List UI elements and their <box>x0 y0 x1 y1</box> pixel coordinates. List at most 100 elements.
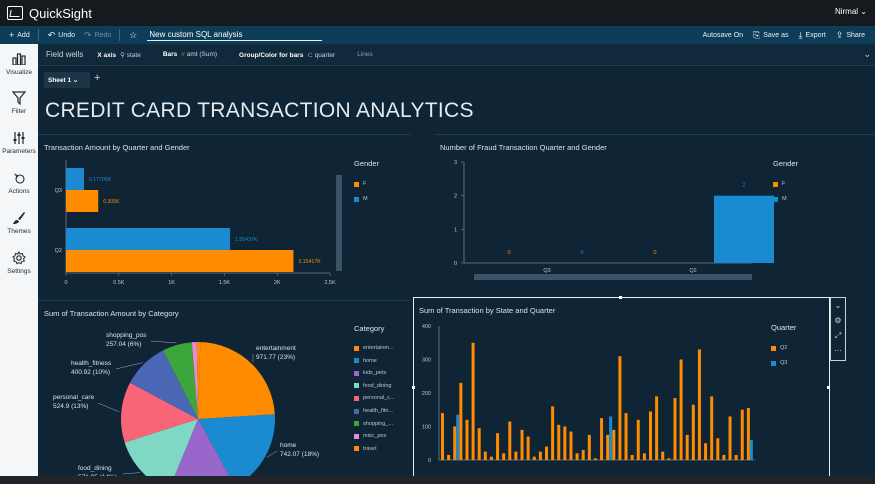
xaxis-well[interactable]: X axis ⚲ state <box>97 51 140 59</box>
bar-q2-state-31 <box>630 454 634 460</box>
analysis-title-input[interactable] <box>147 29 323 41</box>
sidebar-item-visualize[interactable]: Visualize <box>0 52 38 76</box>
brush-icon <box>0 211 38 228</box>
sidebar-label-actions: Actions <box>8 188 30 195</box>
legend-item-7[interactable]: misc_pos <box>354 433 386 439</box>
visual-title: Number of Fraud Transaction Quarter and … <box>440 143 607 152</box>
legend-swatch <box>354 446 359 452</box>
pie-slice-health-fitness <box>130 350 198 419</box>
add-sheet-button[interactable]: + <box>94 72 101 84</box>
visual-amount-by-category[interactable]: Sum of Transaction Amount by Category en… <box>38 300 410 479</box>
bars-well[interactable]: Bars # amt (Sum) <box>163 51 217 58</box>
location-icon: ⚲ <box>120 51 127 59</box>
x-tick-label: 0.5K <box>113 280 125 286</box>
sidebar-item-parameters[interactable]: Parameters <box>0 131 38 155</box>
category-label: Q3 <box>55 188 62 194</box>
sheet-tab-1[interactable]: Sheet 1 ⌄ <box>44 72 90 88</box>
leader-line <box>97 402 120 413</box>
sidebar-label-parameters: Parameters <box>2 148 36 155</box>
export-label: Export <box>805 31 826 39</box>
resize-handle[interactable] <box>619 296 622 299</box>
add-button[interactable]: + Add <box>9 30 30 40</box>
bar-q2-state-11 <box>508 421 512 460</box>
resize-handle[interactable] <box>827 386 830 389</box>
chevron-down-icon[interactable]: ⌄ <box>834 301 842 310</box>
sidebar-item-themes[interactable]: Themes <box>0 211 38 235</box>
lines-well[interactable]: Lines <box>357 51 373 58</box>
bar-q2-state-5 <box>471 342 475 460</box>
legend-swatch <box>771 345 776 351</box>
bar-q2-state-9 <box>496 433 500 460</box>
legend-item-f[interactable]: F <box>773 181 785 187</box>
filter-icon <box>0 91 38 108</box>
x-tick-label: 2K <box>274 280 281 286</box>
save-as-button[interactable]: ⎘ Save as <box>753 30 789 41</box>
visual-transaction-by-state-quarter[interactable]: Sum of Transaction by State and Quarter … <box>413 298 829 478</box>
expand-icon[interactable]: ⤢ <box>834 331 842 340</box>
group-well[interactable]: Group/Color for bars ⊂ quarter <box>239 51 335 59</box>
pie-slice-shopping-pos <box>163 342 198 419</box>
x-tick-label: 2.5K <box>324 280 336 286</box>
field-wells-label[interactable]: Field wells <box>46 50 84 59</box>
collapse-chevron-icon[interactable]: ⌄ <box>863 49 871 59</box>
legend-item-2[interactable]: kids_pets <box>354 370 386 376</box>
legend-item-8[interactable]: travel <box>354 446 376 452</box>
legend-item-q3[interactable]: Q3 <box>771 360 787 366</box>
slice-value: 257.04 (6%) <box>106 341 141 348</box>
pie-slice-misc-pos <box>191 342 198 419</box>
resize-handle[interactable] <box>412 386 415 389</box>
legend-item-m[interactable]: M <box>354 196 368 202</box>
y-tick-label: 2 <box>454 194 457 200</box>
legend-item-3[interactable]: food_dining <box>354 383 391 389</box>
legend-item-4[interactable]: personal_c... <box>354 395 395 401</box>
bar-q2-state-7 <box>483 451 487 460</box>
legend-swatch <box>354 395 359 401</box>
bar-q2-state-13 <box>520 429 524 460</box>
bar-q3-state-2 <box>456 414 460 460</box>
x-tick-label: 1K <box>168 280 175 286</box>
legend-item-6[interactable]: shopping_... <box>354 421 393 427</box>
sidebar-item-actions[interactable]: Actions <box>0 171 38 195</box>
legend-item-1[interactable]: home <box>354 358 377 364</box>
legend-label: Q2 <box>780 345 788 351</box>
sidebar-label-filter: Filter <box>11 108 27 115</box>
app-logo[interactable]: QuickSight <box>7 6 92 21</box>
bar-q2-state-33 <box>642 453 646 460</box>
data-label: 0.17705K <box>89 177 112 183</box>
legend-label: personal_c... <box>363 395 395 402</box>
undo-button[interactable]: ↶ Undo <box>48 30 75 41</box>
sidebar-item-settings[interactable]: Settings <box>0 251 38 275</box>
redo-icon: ↷ <box>84 29 92 40</box>
category-label: Q3 <box>543 268 550 274</box>
legend-item-0[interactable]: entertainm... <box>354 345 394 351</box>
settings-icon[interactable]: ⚙ <box>834 316 842 325</box>
scrollbar-vertical[interactable] <box>336 175 342 271</box>
bar-q2-state-15 <box>532 456 536 460</box>
legend-item-5[interactable]: health_fitn... <box>354 408 393 414</box>
export-button[interactable]: ⤓ Export <box>799 30 826 41</box>
bar-q2-state-34 <box>649 411 652 460</box>
autosave-toggle[interactable]: Autosave On <box>703 32 743 39</box>
legend-item-m[interactable]: M <box>773 196 787 202</box>
top-bar: QuickSight Nirmal ⌄ <box>0 0 875 26</box>
user-menu[interactable]: Nirmal ⌄ <box>834 7 867 16</box>
toolbar-divider <box>119 29 121 41</box>
dimension-field-icon: ⊂ <box>307 51 315 59</box>
legend-swatch <box>354 433 359 439</box>
data-label: 2.15417K <box>298 259 321 265</box>
sidebar-item-filter[interactable]: Filter <box>0 91 38 115</box>
legend-item-f[interactable]: F <box>354 181 366 187</box>
visual-amount-by-quarter-gender[interactable]: Transaction Amount by Quarter and Gender… <box>38 134 410 296</box>
bar-q2-state-6 <box>477 428 481 460</box>
export-icon: ⤓ <box>798 29 803 40</box>
legend-label: entertainm... <box>363 345 394 351</box>
bar-q2-state-3 <box>459 382 463 460</box>
legend-label: kids_pets <box>363 370 387 377</box>
legend-item-q2[interactable]: Q2 <box>771 345 787 351</box>
share-button[interactable]: ⇪ Share <box>836 30 865 41</box>
legend-title: Quarter <box>771 323 797 332</box>
more-options-icon[interactable]: ⋯ <box>834 346 842 355</box>
visual-fraud-by-quarter-gender[interactable]: Number of Fraud Transaction Quarter and … <box>434 134 875 296</box>
favorite-button[interactable]: ☆ <box>129 30 140 41</box>
redo-button[interactable]: ↷ Redo <box>84 30 111 41</box>
